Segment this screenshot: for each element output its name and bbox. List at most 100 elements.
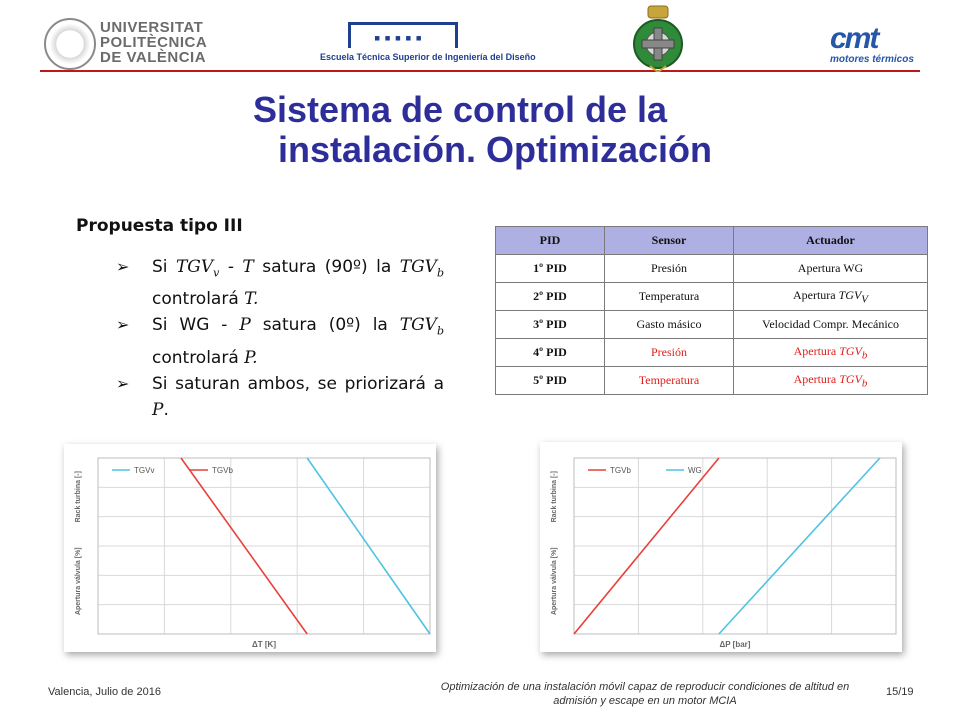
cell-actuator: Apertura TGVV [733, 282, 928, 311]
math-sub: b [436, 266, 444, 280]
page-number: 15/19 [886, 686, 914, 698]
upv-seal-icon [44, 18, 96, 70]
chart-delta-p: TGVb WG ΔP [bar] Rack turbina [-] Apertura v… [540, 442, 902, 652]
bullet-text: Si [152, 257, 176, 277]
cell-pid: 3º PID [495, 310, 605, 339]
math-tgvv: TGVv [175, 257, 220, 280]
cell-pid: 5º PID [495, 366, 605, 395]
x-axis-label: ΔP [bar] [720, 640, 751, 649]
etsid-frame-icon [348, 22, 458, 48]
upv-logo: UNIVERSITAT POLITÈCNICA DE VALÈNCIA [44, 18, 244, 70]
table-row: 4º PID Presión Apertura TGVb [495, 338, 928, 367]
math-p: P. [244, 347, 258, 368]
math-tgvb: TGVb [399, 257, 444, 280]
cell-sensor: Presión [604, 254, 734, 283]
actuator-text: Apertura [792, 287, 839, 302]
slide-title-line-1: Sistema de control de la [252, 89, 668, 130]
arrow-bullet-icon: ➢ [116, 373, 130, 393]
math-p: P [152, 399, 164, 420]
etsid-wordmark: Escuela Técnica Superior de Ingeniería d… [320, 52, 536, 62]
cell-actuator: Apertura TGVb [733, 338, 928, 367]
actuator-math: TGVb [839, 371, 868, 390]
arrow-bullet-icon: ➢ [116, 315, 130, 335]
bullet-text: satura (90º) la [253, 257, 400, 277]
cell-pid: 2º PID [495, 282, 605, 311]
series-line-tgvv [306, 457, 431, 635]
math-sub: v [213, 266, 220, 280]
plot-frame [573, 457, 897, 635]
series-line-tgvb [180, 457, 308, 635]
crest-logo [628, 4, 688, 74]
bullet-text: controlará [152, 289, 245, 310]
table-row: 5º PID Temperatura Apertura TGVb [495, 366, 928, 395]
cell-pid: 1º PID [495, 254, 605, 283]
header-rule [40, 70, 920, 72]
math-tgvb: TGVb [399, 315, 445, 338]
table-header-pid: PID [495, 226, 605, 255]
actuator-text: Apertura [793, 371, 840, 386]
math-text: TGV [839, 371, 862, 386]
bullet-text: Si saturan ambos, se priorizará a [152, 373, 444, 394]
etsid-logo: ▪▪▪▪▪ Escuela Técnica Superior de Ingeni… [320, 22, 536, 68]
series-line-tgvb [573, 457, 720, 635]
actuator-text: Apertura [793, 343, 840, 358]
math-text: TGV [175, 257, 214, 277]
chart-delta-p-svg: TGVb WG ΔP [bar] Rack turbina [-] Apertura v… [551, 457, 897, 649]
legend-label: TGVv [134, 466, 154, 475]
y-axis-label-bottom: Apertura válvula [%] [551, 547, 558, 615]
actuator-math: TGVb [839, 343, 868, 362]
actuator-text: Apertura WG [797, 261, 864, 275]
math-p: P [239, 315, 251, 336]
bullet-text: controlará [152, 347, 245, 368]
math-sub: b [436, 324, 445, 338]
cell-sensor: Temperatura [604, 366, 734, 395]
cell-actuator: Velocidad Compr. Mecánico [733, 310, 928, 339]
math-sub: V [861, 293, 869, 306]
math-text: TGV [838, 287, 862, 302]
table-row: 3º PID Gasto másico Velocidad Compr. Mec… [495, 310, 928, 339]
cmt-logo: cmt motores térmicos [830, 22, 922, 70]
math-sub: b [861, 349, 868, 362]
actuator-text: Velocidad Compr. Mecánico [762, 317, 899, 331]
chart-delta-t-svg: TGVv TGVb ΔT [K] Rack turbina [-] Apertura v… [75, 457, 431, 649]
cell-sensor: Presión [604, 338, 734, 367]
slide-title-line-2: instalación. Optimización [277, 129, 713, 170]
cell-sensor: Gasto másico [604, 310, 734, 339]
math-t: T [242, 257, 254, 277]
table-row: 2º PID Temperatura Apertura TGVV [495, 282, 928, 311]
legend-label: WG [688, 466, 702, 475]
math-sub: b [861, 377, 868, 390]
cmt-mark: cmt [830, 22, 879, 55]
y-axis-label-top: Rack turbina [-] [75, 471, 82, 522]
footer-date: Valencia, Julio de 2016 [48, 686, 161, 698]
y-axis-label-top: Rack turbina [-] [551, 471, 558, 522]
slide-title: Sistema de control de la instalación. Op… [150, 90, 770, 170]
upv-line-3: DE VALÈNCIA [100, 49, 207, 66]
legend-label: TGVb [610, 466, 631, 475]
table-header-row: PID Sensor Actuador [495, 226, 928, 255]
upv-line-1: UNIVERSITAT [100, 19, 204, 36]
bullet-text: Si WG - [152, 315, 240, 336]
upv-wordmark: UNIVERSITAT POLITÈCNICA DE VALÈNCIA [100, 20, 207, 65]
arrow-bullet-icon: ➢ [116, 257, 130, 276]
math-text: TGV [399, 257, 437, 277]
table-row: 1º PID Presión Apertura WG [495, 254, 928, 283]
cell-actuator: Apertura WG [733, 254, 928, 283]
crest-icon [633, 5, 683, 74]
chart-delta-t: TGVv TGVb ΔT [K] Rack turbina [-] Apertura v… [64, 444, 436, 652]
etsid-dots-icon: ▪▪▪▪▪ [374, 28, 426, 48]
math-text: TGV [839, 343, 862, 358]
cmt-subtitle: motores térmicos [830, 54, 914, 65]
bullet-item: ➢ Si WG - P satura (0º) la TGVb controlar… [112, 312, 444, 370]
table-header-actuator: Actuador [733, 226, 928, 255]
actuator-math: TGVV [838, 287, 869, 306]
proposal-title: Propuesta tipo III [76, 216, 243, 236]
cell-pid: 4º PID [495, 338, 605, 367]
cell-sensor: Temperatura [604, 282, 734, 311]
x-axis-label: ΔT [K] [252, 640, 276, 649]
pid-table: PID Sensor Actuador 1º PID Presión Apert… [495, 226, 928, 395]
math-text: TGV [399, 315, 437, 336]
bullet-item: ➢ Si TGVv - T satura (90º) la TGVb contro… [112, 254, 444, 312]
series-line-wg [718, 457, 881, 635]
cell-actuator: Apertura TGVb [733, 366, 928, 395]
